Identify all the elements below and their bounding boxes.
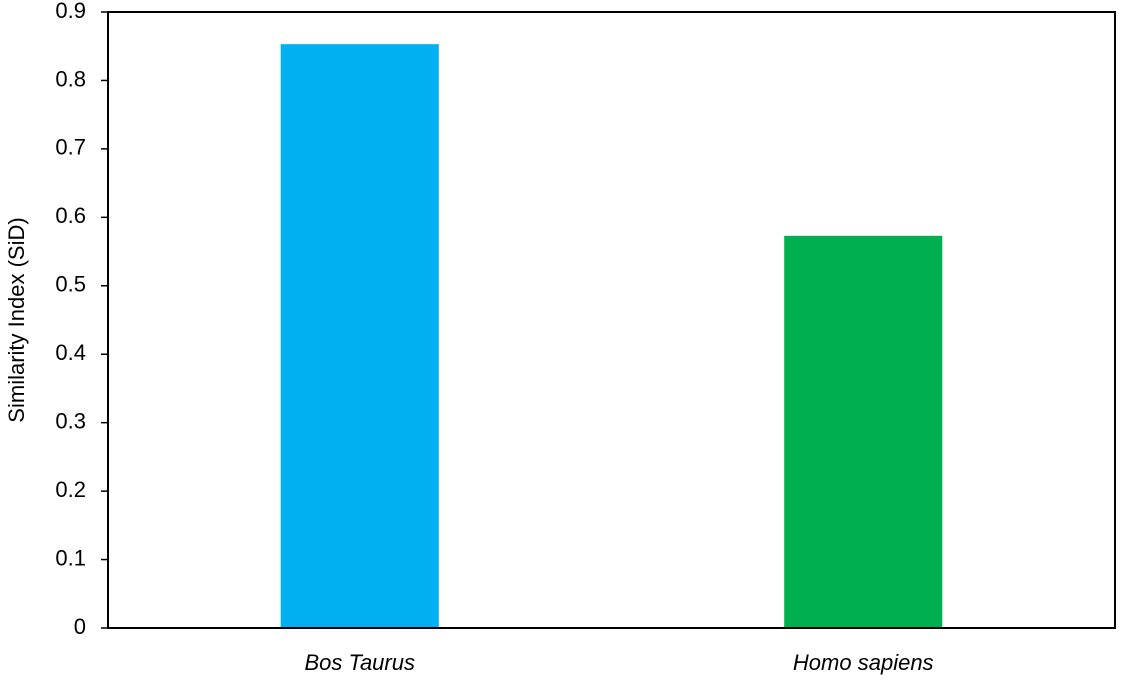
x-tick-label: Bos Taurus [305, 650, 415, 675]
y-tick-label: 0.9 [55, 0, 86, 23]
y-tick-label: 0.5 [55, 272, 86, 297]
y-tick-label: 0.1 [55, 545, 86, 570]
y-axis-label: Similarity Index (SiD) [4, 217, 29, 422]
y-tick-label: 0.7 [55, 135, 86, 160]
y-tick-label: 0.2 [55, 477, 86, 502]
y-tick-label: 0.4 [55, 340, 86, 365]
y-tick-label: 0.3 [55, 408, 86, 433]
bar [784, 235, 943, 628]
y-tick-label: 0.8 [55, 66, 86, 91]
bar [280, 44, 439, 629]
x-tick-label: Homo sapiens [793, 650, 934, 675]
y-tick-label: 0 [74, 614, 86, 639]
plot-frame [107, 11, 1116, 629]
y-tick-label: 0.6 [55, 203, 86, 228]
